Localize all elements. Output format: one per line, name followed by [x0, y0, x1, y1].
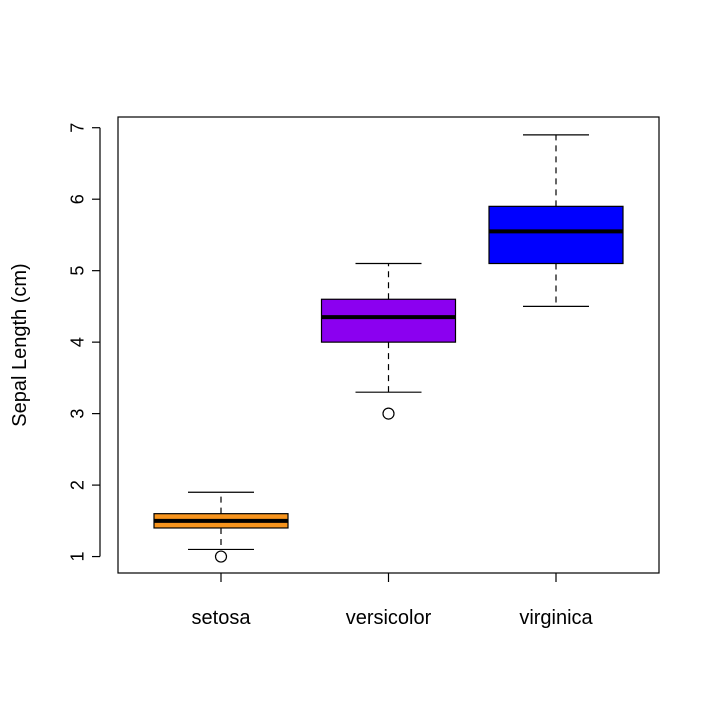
- y-tick-label: 4: [67, 337, 87, 347]
- x-axis-labels: setosa versicolor virginica: [192, 573, 594, 629]
- iqr-box: [320, 298, 457, 343]
- y-tick-label: 6: [67, 194, 87, 204]
- box-setosa: [153, 491, 289, 563]
- y-tick-label: 2: [67, 480, 87, 490]
- y-tick-label: 3: [67, 409, 87, 419]
- outlier-point: [382, 407, 395, 420]
- y-tick-label: 5: [67, 266, 87, 276]
- box-virginica: [488, 134, 624, 308]
- x-category-label: virginica: [519, 607, 593, 629]
- outlier-point: [214, 550, 228, 563]
- box-versicolor: [320, 262, 457, 420]
- x-category-label: versicolor: [346, 607, 432, 629]
- y-axis: 1 2 3 4 5 6 7: [67, 123, 101, 562]
- y-axis-title: Sepal Length (cm): [9, 263, 31, 426]
- x-category-label: setosa: [192, 607, 252, 629]
- y-tick-label: 7: [67, 123, 87, 133]
- boxes: [153, 134, 624, 563]
- iqr-box: [488, 205, 624, 265]
- y-tick-label: 1: [67, 552, 87, 562]
